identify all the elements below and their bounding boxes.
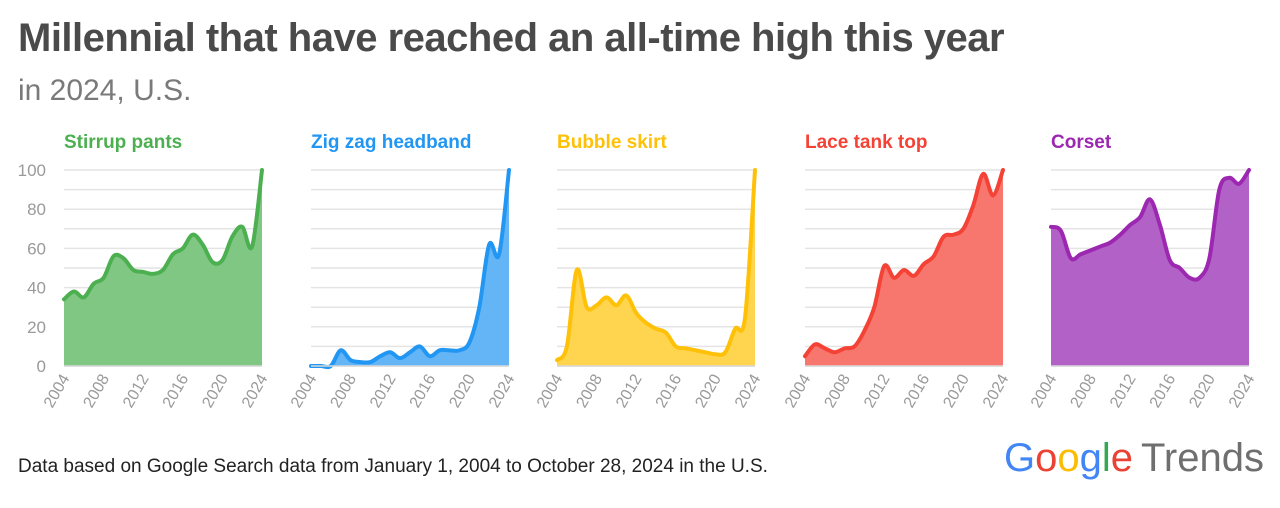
chart-panel-1: Stirrup pants 0 20 40 60 80 100 2004 2008 2012 201… <box>18 132 272 411</box>
x-tick-label: 2020 <box>940 371 973 410</box>
series-line <box>555 168 757 363</box>
logo-letter: l <box>1101 436 1111 480</box>
x-tick-label: 2016 <box>160 371 193 410</box>
y-tick-label: 40 <box>27 279 46 298</box>
logo-letter: g <box>1079 436 1102 480</box>
logo-letter: e <box>1110 436 1133 480</box>
x-tick-label: 2016 <box>1147 371 1180 410</box>
logo-trends-word: Trends <box>1140 436 1264 480</box>
series-line <box>1049 168 1251 282</box>
x-tick-label: 2012 <box>1107 371 1140 410</box>
data-source-note: Data based on Google Search data from Ja… <box>18 456 768 477</box>
x-tick-label: 2024 <box>980 371 1013 410</box>
logo-letter: G <box>1003 436 1036 480</box>
series-title: Lace tank top <box>805 132 927 153</box>
x-tick-label: 2012 <box>367 371 400 410</box>
x-tick-label: 2024 <box>486 371 519 410</box>
series-title: Zig zag headband <box>311 132 471 153</box>
x-tick-label: 2012 <box>613 371 646 410</box>
x-tick-label: 2012 <box>120 371 153 410</box>
chart-panel-2: Zig zag headband 2004 2008 2012 2016 2020 2024 <box>288 132 519 411</box>
y-tick-label: 0 <box>37 357 46 376</box>
logo-letter: o <box>1035 436 1058 480</box>
x-tick-label: 2004 <box>534 371 567 410</box>
series-line <box>803 168 1005 359</box>
x-tick-label: 2008 <box>822 371 855 410</box>
x-tick-label: 2020 <box>199 371 232 410</box>
series-area <box>64 170 262 366</box>
x-tick-label: 2016 <box>407 371 440 410</box>
chart-panel-4: Lace tank top 2004 2008 2012 2016 2020 2024 <box>782 132 1013 411</box>
x-tick-label: 2020 <box>446 371 479 410</box>
x-tick-label: 2008 <box>81 371 114 410</box>
series-title: Bubble skirt <box>557 132 667 153</box>
x-tick-label: 2008 <box>328 371 361 410</box>
x-tick-label: 2020 <box>1186 371 1219 410</box>
google-trends-logo: Google Trends <box>1004 436 1264 481</box>
series-title: Corset <box>1051 132 1112 153</box>
series-area <box>557 170 755 366</box>
x-tick-label: 2008 <box>574 371 607 410</box>
x-tick-label: 2024 <box>732 371 765 410</box>
x-tick-label: 2004 <box>288 371 321 410</box>
y-tick-label: 80 <box>27 200 46 219</box>
x-tick-label: 2020 <box>692 371 725 410</box>
x-tick-label: 2024 <box>1226 371 1259 410</box>
x-tick-label: 2012 <box>861 371 894 410</box>
chart-panel-3: Bubble skirt 2004 2008 2012 2016 2020 2024 <box>534 132 765 411</box>
x-tick-label: 2004 <box>1028 371 1061 410</box>
y-tick-label: 20 <box>27 318 46 337</box>
chart-panel-5: Corset 2004 2008 2012 2016 2020 2024 <box>1028 132 1259 411</box>
series-line <box>309 168 511 370</box>
x-tick-label: 2004 <box>782 371 815 410</box>
x-tick-label: 2024 <box>239 371 272 410</box>
series-area <box>805 170 1003 366</box>
x-tick-label: 2004 <box>41 371 74 410</box>
chart-title: Millennial that have reached an all-time… <box>18 16 1005 60</box>
x-tick-label: 2016 <box>653 371 686 410</box>
x-tick-label: 2016 <box>901 371 934 410</box>
series-area <box>1051 170 1249 366</box>
chart-subtitle: in 2024, U.S. <box>18 74 192 107</box>
logo-letter: o <box>1057 436 1080 480</box>
y-tick-label: 60 <box>27 239 46 258</box>
y-tick-label: 100 <box>18 161 46 180</box>
x-tick-label: 2008 <box>1068 371 1101 410</box>
series-title: Stirrup pants <box>64 132 182 153</box>
series-area <box>311 170 509 368</box>
series-line <box>62 168 264 302</box>
